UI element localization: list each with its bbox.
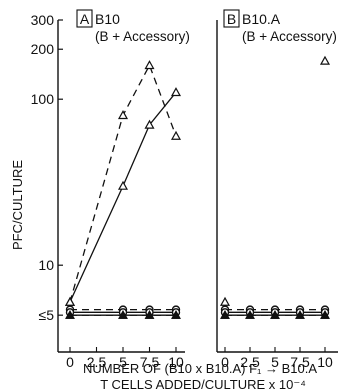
panel-a-point-open-triangle xyxy=(170,87,182,97)
panel-a-point-filled-triangle xyxy=(171,310,181,319)
panel-a-x-tick-label: 10 xyxy=(168,354,184,370)
panel-b-point-filled-triangle xyxy=(245,310,255,319)
panel-a-point-open-triangle xyxy=(144,60,155,70)
panel-a-frame xyxy=(57,20,185,353)
panel-a-series-line xyxy=(69,63,177,303)
panel-b-subtitle: (B + Accessory) xyxy=(242,29,337,44)
panel-a-x-tick-label: 5 xyxy=(119,354,127,370)
panel-b-x-tick-label: 10 xyxy=(317,354,333,370)
panel-b-x-tick-label: 0 xyxy=(221,354,229,370)
panel-a-series xyxy=(64,60,182,319)
panel-b-frame xyxy=(216,20,338,353)
panel-b-point-filled-triangle xyxy=(220,310,230,319)
panel-a-y-tick-label: ≤5 xyxy=(39,307,55,323)
panel-a-point-open-triangle xyxy=(170,130,182,140)
panel-a-letter-box xyxy=(76,9,93,28)
panel-a-x-tick-label: 2.5 xyxy=(87,354,107,370)
x-axis-label-line2: T CELLS ADDED/CULTURE x 10⁻⁴ xyxy=(100,377,306,392)
panel-a-x-ticks: 0 2.5 5 7.5 10 xyxy=(66,347,184,370)
panel-a-letter: A xyxy=(80,11,90,27)
panel-b-point-open-triangle xyxy=(319,55,331,65)
x-axis-label-line1: NUMBER OF (B10 x B10.A) F₁ → B10.A xyxy=(83,361,317,376)
panel-a-series-line xyxy=(69,91,177,303)
panel-a: A B10 (B + Accessory) 300 200 100 10 ≤5 0 2.5… xyxy=(31,9,190,370)
panel-b-point-filled-triangle xyxy=(270,310,280,319)
panel-a-point-filled-triangle xyxy=(118,310,128,319)
panel-a-title: B10 xyxy=(95,11,120,27)
panel-a-y-tick-label: 200 xyxy=(31,41,55,57)
panel-a-x-tick-label: 0 xyxy=(66,354,74,370)
panel-a-point-open-triangle xyxy=(117,180,129,190)
y-axis-label: PFC/CULTURE xyxy=(10,160,25,250)
panel-a-point-filled-triangle xyxy=(144,310,155,319)
panel-b-x-tick-label: 5 xyxy=(271,354,279,370)
panel-a-y-tick-label: 300 xyxy=(31,12,55,28)
panel-a-y-tick-label: 100 xyxy=(31,91,55,107)
panel-b-letter-box xyxy=(223,9,240,28)
panel-b-point-filled-triangle xyxy=(320,310,330,319)
panel-b-x-tick-label: 7.5 xyxy=(290,354,310,370)
panel-a-point-open-triangle xyxy=(64,296,76,306)
panel-b-x-ticks: 0 2.5 5 7.5 10 xyxy=(221,347,333,370)
panel-a-point-open-triangle xyxy=(117,110,129,120)
panel-b-x-tick-label: 2.5 xyxy=(240,354,260,370)
panel-b-title: B10.A xyxy=(242,11,281,27)
panel-b: B B10.A (B + Accessory) 0 2.5 5 7.5 10 xyxy=(216,9,338,370)
panel-a-x-tick-label: 7.5 xyxy=(140,354,160,370)
panel-b-header: B B10.A (B + Accessory) xyxy=(223,9,337,44)
panel-a-point-open-triangle xyxy=(144,119,155,129)
panel-a-subtitle: (B + Accessory) xyxy=(95,29,190,44)
panel-a-y-ticks: 300 200 100 10 ≤5 xyxy=(31,12,63,323)
panel-b-series xyxy=(219,55,331,319)
panel-b-letter: B xyxy=(227,11,236,27)
panel-a-point-filled-triangle xyxy=(65,310,75,319)
panel-a-header: A B10 (B + Accessory) xyxy=(76,9,190,44)
panel-a-y-tick-label: 10 xyxy=(38,257,54,273)
panel-b-point-open-triangle xyxy=(219,296,231,306)
panel-b-point-filled-triangle xyxy=(295,310,305,319)
